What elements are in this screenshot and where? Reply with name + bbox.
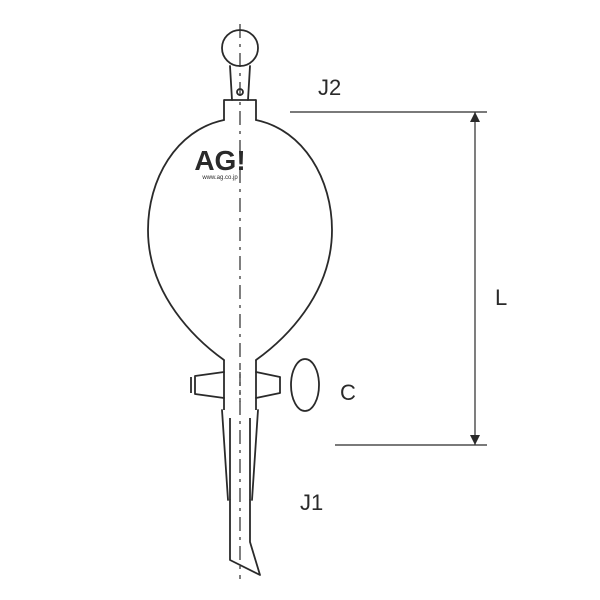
logo-text: AG! [194,145,245,176]
label-C: C [340,380,356,405]
label-J2: J2 [318,75,341,100]
logo-url: www.ag.co.jp [201,175,238,181]
label-J1: J1 [300,490,323,515]
separating-funnel-diagram: J2 L C J1 AG!www.ag.co.jp [0,0,600,600]
label-L: L [495,285,507,310]
